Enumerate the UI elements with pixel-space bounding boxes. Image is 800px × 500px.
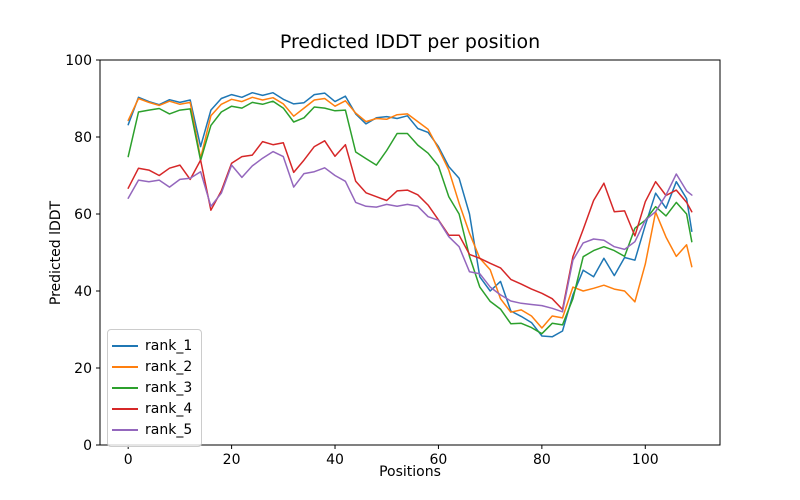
legend-label: rank_2: [145, 358, 193, 375]
legend-line-sample: [112, 344, 138, 347]
series-line-rank_3: [127, 100, 693, 335]
series-line-rank_2: [127, 96, 693, 329]
series-line-rank_4: [127, 140, 693, 311]
x-tick-label: 20: [223, 452, 241, 468]
y-axis-label: Predicted lDDT: [48, 200, 64, 306]
legend-line-sample: [112, 386, 138, 389]
y-tick-label: 100: [65, 53, 92, 69]
legend-entry-rank_1: rank_1: [112, 335, 194, 356]
legend-entry-rank_2: rank_2: [112, 356, 194, 377]
y-tick-label: 40: [74, 284, 92, 300]
x-tick-label: 0: [124, 452, 133, 468]
x-tick-label: 40: [326, 452, 344, 468]
chart-title: Predicted lDDT per position: [279, 31, 541, 53]
legend-label: rank_4: [145, 400, 193, 417]
y-tick-label: 60: [74, 207, 92, 223]
series-line-rank_5: [127, 150, 693, 313]
series-line-rank_1: [127, 91, 693, 338]
x-tick-label: 60: [430, 452, 448, 468]
legend-label: rank_1: [145, 337, 193, 354]
axes-spines: [99, 59, 721, 446]
y-tick-label: 20: [74, 361, 92, 377]
y-tick-label: 80: [74, 130, 92, 146]
x-tick-label: 100: [632, 452, 659, 468]
legend-label: rank_3: [145, 379, 193, 396]
y-tick-label: 0: [83, 438, 92, 454]
legend-label: rank_5: [145, 421, 193, 438]
legend-entry-rank_3: rank_3: [112, 377, 194, 398]
legend-entry-rank_5: rank_5: [112, 419, 194, 440]
legend-line-sample: [112, 428, 138, 431]
x-axis-label: Positions: [379, 464, 441, 480]
legend-line-sample: [112, 407, 138, 410]
legend: rank_1 rank_2 rank_3 rank_4 rank_5: [107, 329, 202, 447]
legend-line-sample: [112, 365, 138, 368]
legend-entry-rank_4: rank_4: [112, 398, 194, 419]
x-tick-label: 80: [533, 452, 551, 468]
